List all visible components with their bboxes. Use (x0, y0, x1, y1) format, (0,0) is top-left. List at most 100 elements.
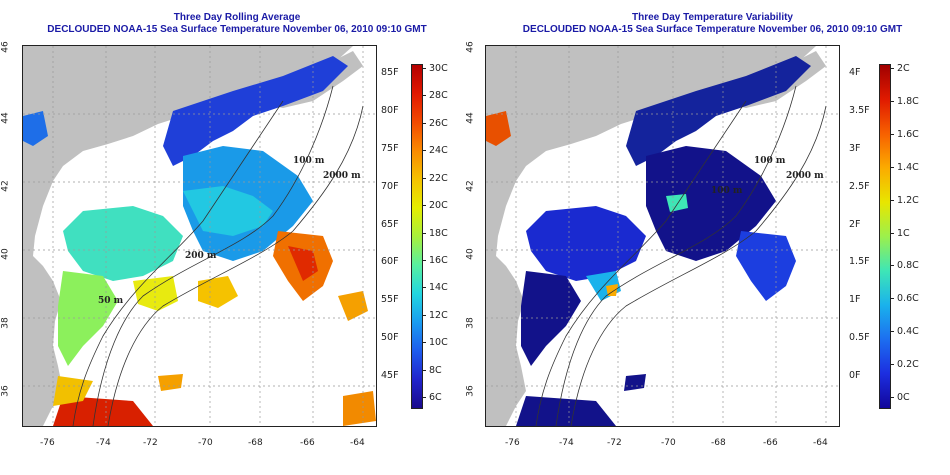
colorbar-celsius-label: 26C (429, 117, 448, 129)
colorbar-fahrenheit-label: 3.5F (849, 104, 870, 116)
y-tick-36: 36 (465, 385, 476, 397)
colorbar-celsius-label: 0.2C (897, 359, 919, 371)
colorbar-celsius-label: 0.6C (897, 293, 919, 305)
colorbar-tick (890, 232, 894, 234)
colorbar-fahrenheit-label: 3F (849, 142, 861, 154)
contour-label: 100 m (754, 156, 786, 166)
x-tick-68: -68 (711, 438, 726, 448)
colorbar-celsius-label: 0.8C (897, 260, 919, 272)
contour-label: 2000 m (786, 171, 824, 181)
colorbar-tick (422, 68, 426, 69)
right-panel-title: Three Day Temperature Variability DECLOU… (475, 12, 950, 36)
y-tick-36: 36 (0, 385, 11, 397)
colorbar-fahrenheit-label: 1.5F (849, 256, 870, 268)
right-map-svg (486, 46, 839, 426)
colorbar-fahrenheit-label: 85F (381, 67, 399, 78)
y-tick-46: 46 (465, 41, 476, 53)
y-tick-40: 40 (0, 248, 11, 260)
colorbar-tick (422, 150, 426, 152)
x-tick-72: -72 (607, 438, 622, 448)
x-tick-68: -68 (248, 438, 263, 448)
colorbar-tick (890, 133, 894, 135)
colorbar-tick (890, 364, 894, 366)
right-panel: Three Day Temperature Variability DECLOU… (466, 0, 950, 475)
x-tick-72: -72 (143, 438, 158, 448)
colorbar-celsius-label: 12C (429, 309, 448, 321)
colorbar-tick (422, 369, 426, 371)
colorbar-fahrenheit-label: 55F (381, 294, 399, 306)
land-mask (23, 46, 353, 426)
x-tick-74: -74 (559, 438, 574, 448)
left-panel: Three Day Rolling Average DECLOUDED NOAA… (0, 12, 474, 448)
colorbar-tick (890, 166, 894, 168)
colorbar-celsius-label: 2C (897, 63, 910, 74)
colorbar-tick (422, 122, 426, 124)
colorbar-tick (422, 205, 426, 207)
colorbar-celsius-label: 1C (897, 227, 910, 239)
y-tick-44: 44 (0, 112, 11, 124)
colorbar-fahrenheit-label: 4F (849, 67, 861, 78)
colorbar-celsius-label: 30C (429, 63, 448, 74)
colorbar-tick (890, 199, 894, 201)
contour-label: 100 m (293, 156, 325, 166)
y-tick-44: 44 (465, 112, 476, 124)
colorbar-fahrenheit-label: 75F (381, 142, 399, 154)
colorbar-tick (890, 68, 894, 69)
colorbar-celsius-label: 1.8C (897, 95, 919, 107)
colorbar-celsius-label: 24C (429, 145, 448, 157)
left-panel-title: Three Day Rolling Average DECLOUDED NOAA… (0, 12, 474, 36)
left-title-line2: DECLOUDED NOAA-15 Sea Surface Temperatur… (47, 24, 427, 35)
contour-label: 100 m (711, 186, 743, 196)
x-tick-70: -70 (661, 438, 676, 448)
left-map: 100 m 2000 m 200 m 50 m (22, 45, 377, 427)
x-tick-70: -70 (198, 438, 213, 448)
colorbar-fahrenheit-label: 70F (381, 180, 399, 192)
colorbar-celsius-label: 1.4C (897, 161, 919, 173)
colorbar-fahrenheit-label: 0.5F (849, 332, 870, 344)
y-tick-38: 38 (0, 317, 11, 329)
x-tick-64: -64 (813, 438, 828, 448)
colorbar-celsius-label: 28C (429, 90, 448, 102)
colorbar-fahrenheit-label: 65F (381, 218, 399, 230)
contour-label: 200 m (185, 251, 217, 261)
y-tick-46: 46 (0, 41, 11, 53)
colorbar-celsius-label: 10C (429, 337, 448, 349)
left-title-line1: Three Day Rolling Average (173, 12, 301, 23)
colorbar-fahrenheit-label: 50F (381, 332, 399, 344)
colorbar-celsius-label: 14C (429, 282, 448, 294)
colorbar-tick (422, 342, 426, 344)
colorbar-celsius-label: 0.4C (897, 326, 919, 338)
colorbar-tick (890, 331, 894, 333)
x-tick-76: -76 (505, 438, 520, 448)
right-colorbar (879, 64, 891, 409)
colorbar-celsius-label: 6C (429, 392, 442, 403)
colorbar-tick (890, 397, 894, 398)
colorbar-tick (422, 397, 426, 398)
colorbar-fahrenheit-label: 2.5F (849, 180, 870, 192)
colorbar-celsius-label: 22C (429, 172, 448, 184)
colorbar-fahrenheit-label: 45F (381, 370, 399, 381)
right-title-line1: Three Day Temperature Variability (632, 12, 793, 23)
colorbar-tick (890, 298, 894, 300)
colorbar-celsius-label: 16C (429, 254, 448, 266)
right-title-line2: DECLOUDED NOAA-15 Sea Surface Temperatur… (522, 24, 903, 35)
colorbar-celsius-label: 1.6C (897, 128, 919, 140)
right-map: 100 m 2000 m 100 m (485, 45, 840, 427)
y-tick-38: 38 (465, 317, 476, 329)
y-tick-40: 40 (465, 248, 476, 260)
colorbar-celsius-label: 1.2C (897, 194, 919, 206)
colorbar-fahrenheit-label: 2F (849, 218, 861, 230)
x-tick-66: -66 (763, 438, 778, 448)
left-map-svg (23, 46, 376, 426)
x-tick-76: -76 (40, 438, 55, 448)
colorbar-celsius-label: 18C (429, 227, 448, 239)
left-colorbar (411, 64, 423, 409)
contour-label: 2000 m (323, 171, 361, 181)
colorbar-fahrenheit-label: 60F (381, 256, 399, 268)
colorbar-tick (422, 287, 426, 289)
x-tick-64: -64 (350, 438, 365, 448)
colorbar-tick (890, 100, 894, 102)
y-tick-42: 42 (465, 180, 476, 192)
x-tick-74: -74 (96, 438, 111, 448)
colorbar-fahrenheit-label: 80F (381, 104, 399, 116)
